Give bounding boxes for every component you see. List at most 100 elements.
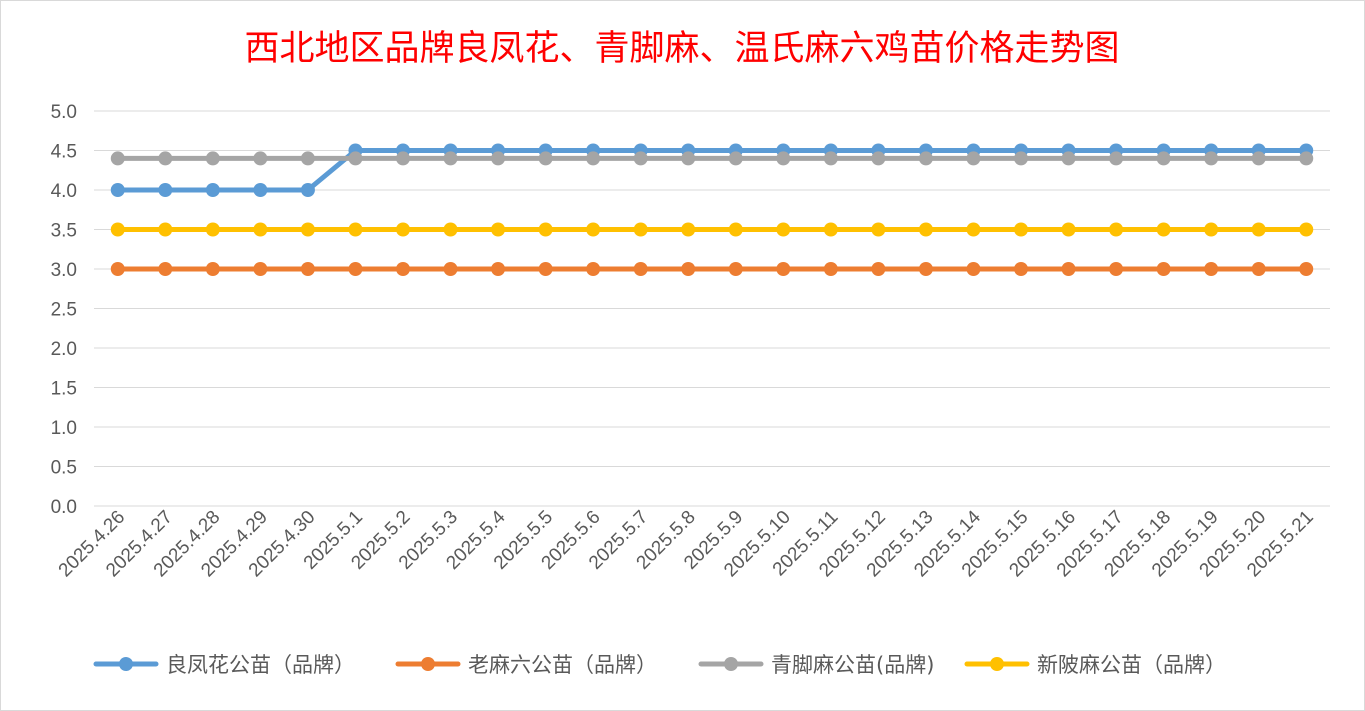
data-point [966, 151, 981, 166]
data-point [1061, 151, 1076, 166]
data-point [348, 262, 363, 276]
data-point [823, 262, 838, 276]
data-point [1014, 151, 1028, 166]
data-point [443, 262, 458, 276]
data-point [1251, 222, 1266, 237]
data-point [491, 151, 506, 166]
y-tick-label: 5.0 [51, 102, 77, 123]
data-point [776, 222, 791, 237]
series-3 [110, 222, 1314, 237]
data-point [1299, 222, 1314, 237]
legend-label: 青脚麻公苗(品牌) [771, 653, 934, 677]
data-point [253, 262, 268, 276]
data-point [300, 151, 315, 166]
data-point [586, 222, 601, 237]
legend-swatch-marker [990, 657, 1004, 671]
data-point [205, 151, 220, 166]
data-point [681, 262, 696, 276]
data-point [681, 222, 696, 237]
y-axis-ticks: 0.0 0.5 1.0 1.5 2.0 2.5 3.0 3.5 4.0 4.5 5.0 [51, 102, 77, 518]
legend-item: 老麻六公苗（品牌） [395, 653, 657, 677]
data-point [728, 151, 743, 166]
y-tick-label: 1.5 [51, 379, 77, 400]
data-point [348, 222, 363, 237]
data-point [1204, 151, 1219, 166]
data-point [633, 222, 648, 237]
data-point [205, 262, 220, 276]
data-point [1061, 222, 1076, 237]
data-point [918, 262, 933, 276]
data-point [1109, 262, 1124, 276]
data-point [871, 222, 886, 237]
data-point [1109, 151, 1124, 166]
data-point [110, 151, 125, 166]
data-point [966, 222, 981, 237]
data-point [776, 151, 791, 166]
series-2 [110, 151, 1314, 166]
data-point [158, 262, 173, 276]
y-tick-label: 0.0 [51, 497, 77, 518]
data-point [300, 183, 315, 197]
data-point [728, 262, 743, 276]
legend-swatch-marker [119, 657, 133, 671]
data-point [110, 222, 125, 237]
data-point [443, 151, 458, 166]
series-line [115, 148, 1309, 193]
data-point [681, 151, 696, 166]
data-point [158, 222, 173, 237]
data-point [1251, 151, 1266, 166]
data-point [205, 222, 220, 237]
legend-swatch-marker [724, 657, 738, 671]
y-tick-label: 0.5 [51, 458, 77, 479]
y-tick-label: 1.0 [51, 418, 77, 439]
legend-label: 新陂麻公苗（品牌） [1037, 653, 1226, 677]
data-point [1156, 151, 1171, 166]
data-point [110, 262, 125, 276]
legend-label: 良凤花公苗（品牌） [166, 653, 355, 677]
data-point [396, 222, 410, 237]
data-point [396, 151, 410, 166]
data-point [871, 151, 886, 166]
data-point [633, 151, 648, 166]
data-point [205, 183, 220, 197]
data-point [538, 151, 553, 166]
data-point [158, 183, 173, 197]
data-point [918, 222, 933, 237]
data-point [253, 183, 268, 197]
data-point [1156, 222, 1171, 237]
data-point [633, 262, 648, 276]
data-point [586, 262, 601, 276]
data-point [918, 151, 933, 166]
data-point [1204, 262, 1219, 276]
data-point [538, 262, 553, 276]
legend-label: 老麻六公苗（品牌） [468, 653, 657, 677]
data-point [1299, 262, 1314, 276]
legend-item: 良凤花公苗（品牌） [93, 653, 355, 677]
data-point [871, 262, 886, 276]
legend-item: 青脚麻公苗(品牌) [698, 653, 934, 677]
data-point [491, 262, 506, 276]
data-point [538, 222, 553, 237]
y-tick-label: 2.5 [51, 300, 77, 321]
legend: 良凤花公苗（品牌） 老麻六公苗（品牌） 青脚麻公苗(品牌) 新陂麻公苗（品牌） [93, 653, 1226, 677]
series-1 [110, 262, 1314, 276]
data-point [1299, 151, 1314, 166]
data-point [1204, 222, 1219, 237]
data-point [966, 262, 981, 276]
data-point [348, 151, 363, 166]
data-point [586, 151, 601, 166]
data-point [491, 222, 506, 237]
data-point [300, 222, 315, 237]
series-layer [110, 143, 1314, 276]
y-tick-label: 2.0 [51, 339, 77, 360]
chart-title: 西北地区品牌良凤花、青脚麻、温氏麻六鸡苗价格走势图 [244, 29, 1119, 69]
data-point [443, 222, 458, 237]
data-point [728, 222, 743, 237]
data-point [396, 262, 410, 276]
data-point [823, 222, 838, 237]
y-tick-label: 3.0 [51, 260, 77, 281]
data-point [253, 151, 268, 166]
